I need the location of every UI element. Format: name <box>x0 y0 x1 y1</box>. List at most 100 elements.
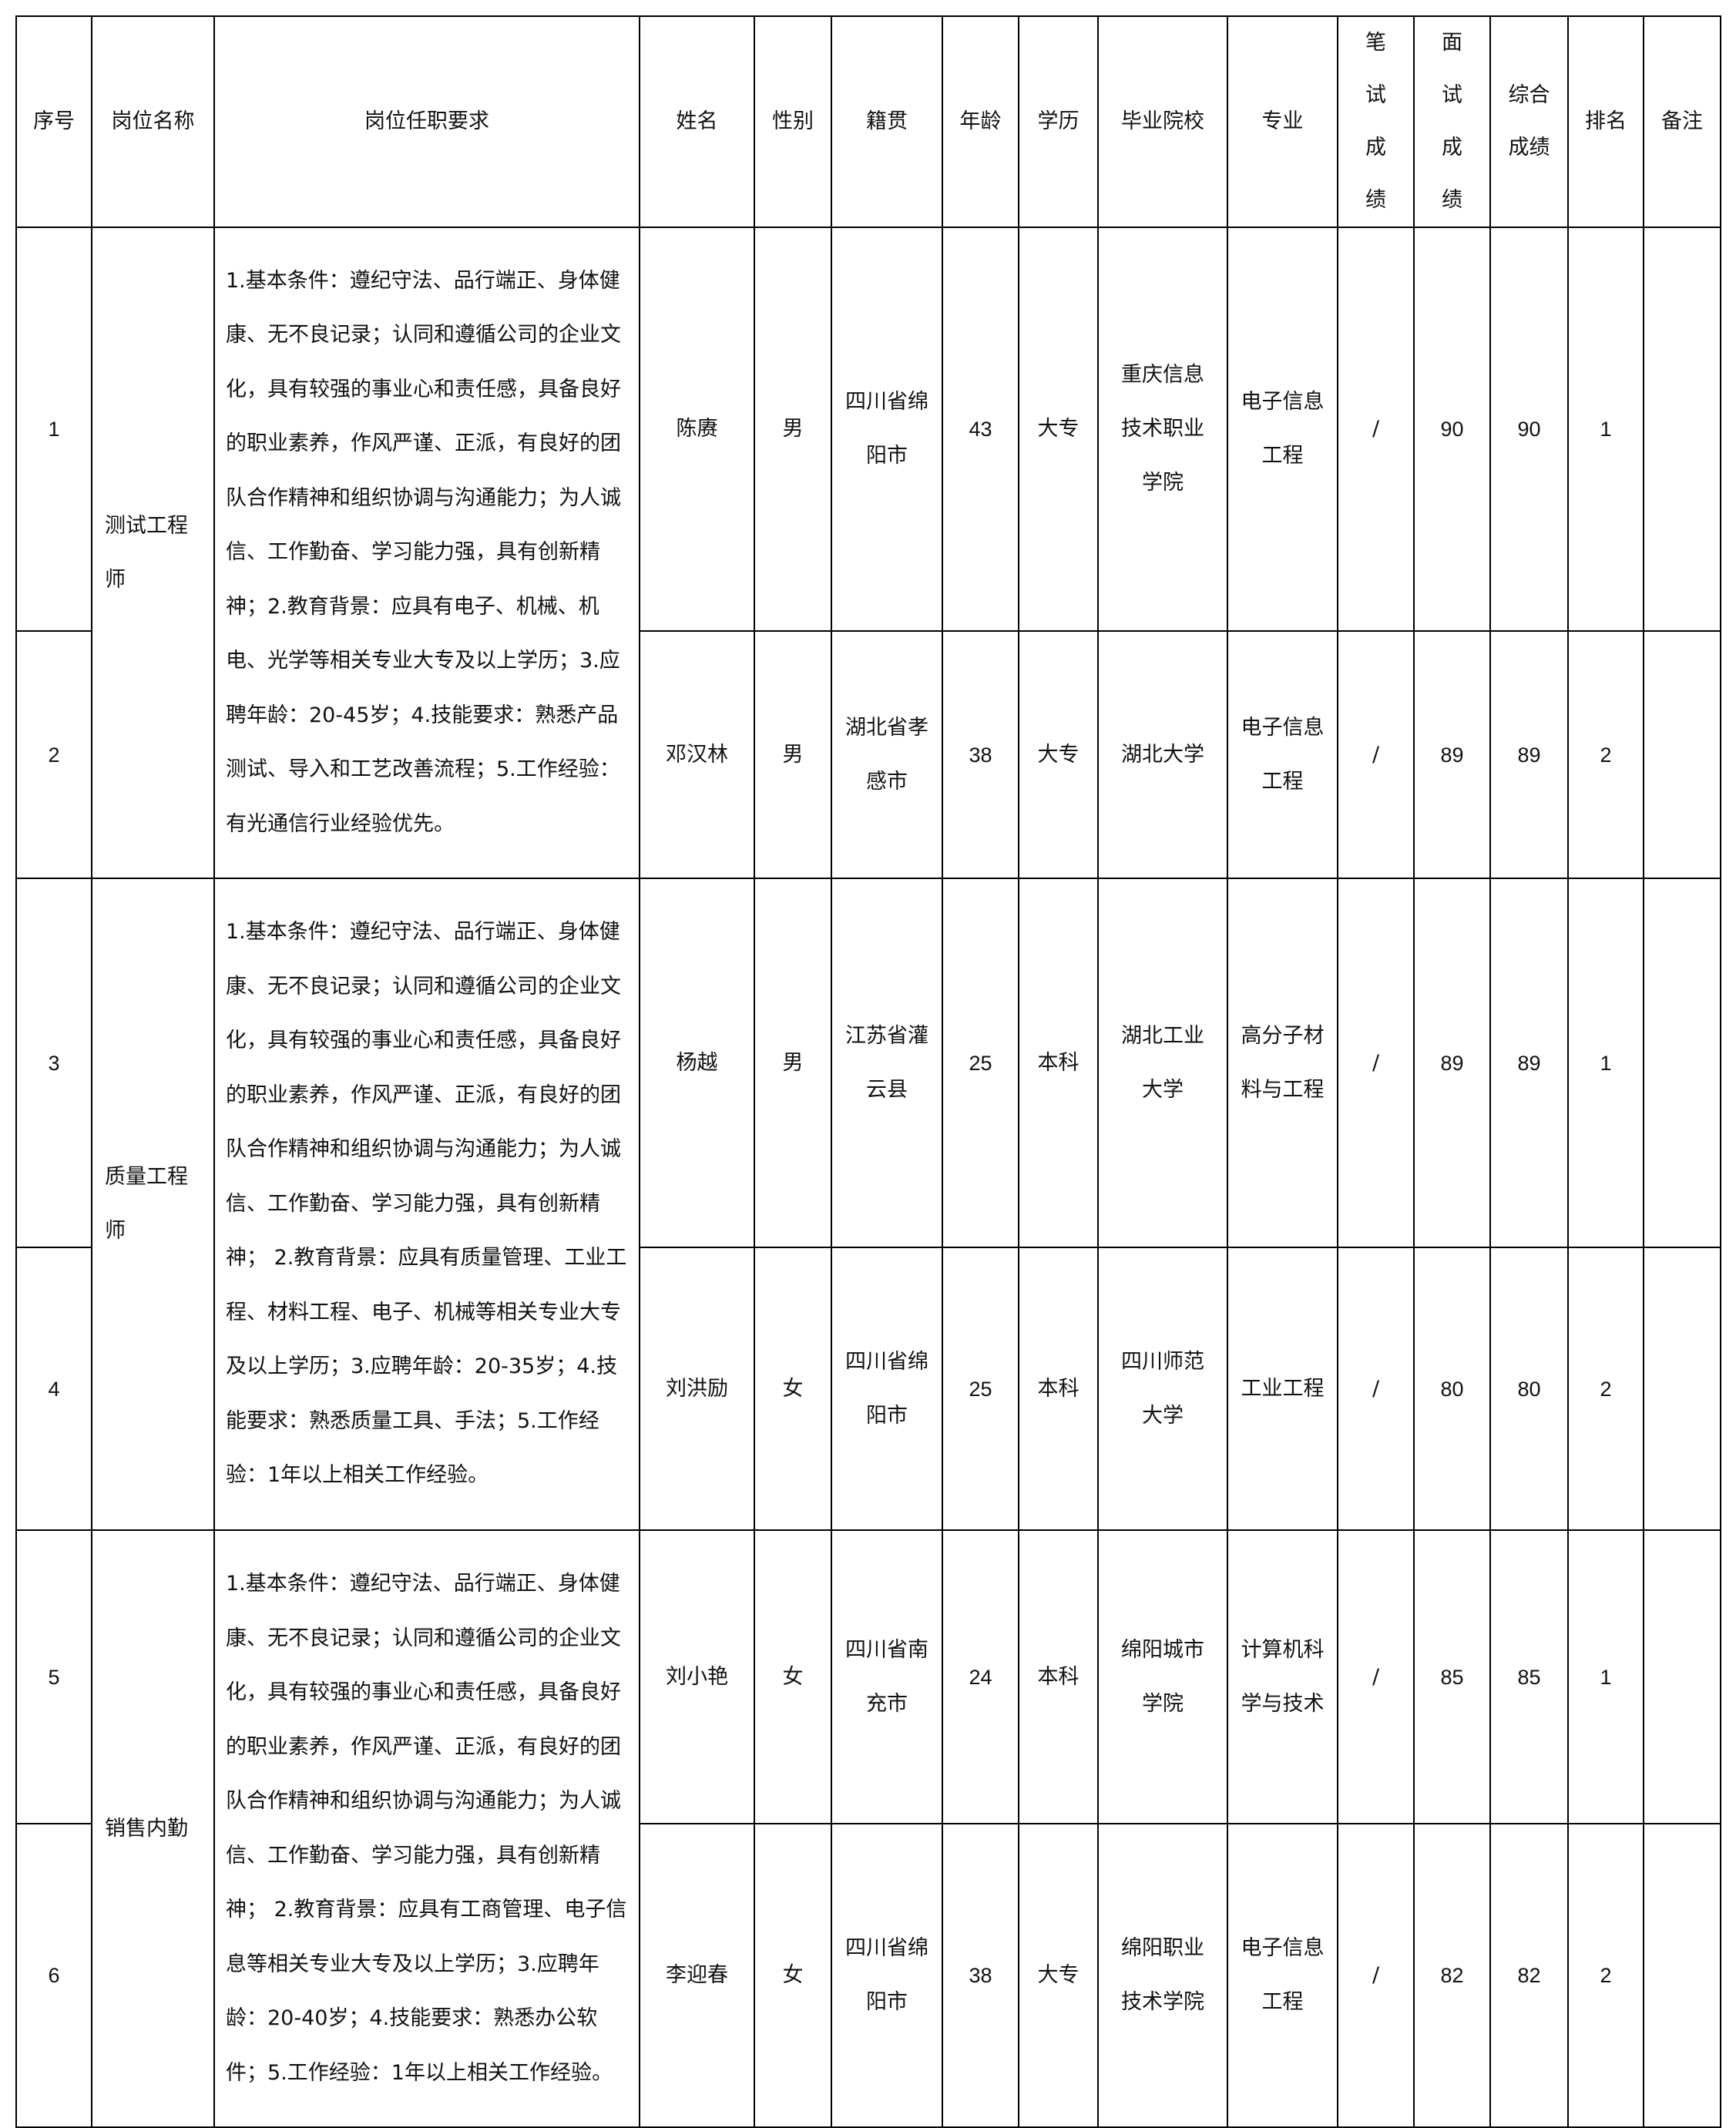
position-requirements: 1.基本条件：遵纪守法、品行端正、身体健康、无不良记录；认同和遵循公司的企业文化… <box>213 227 640 879</box>
cell-total: 82 <box>1489 1823 1569 2128</box>
table-row: 1 测试工程师 1.基本条件：遵纪守法、品行端正、身体健康、无不良记录；认同和遵循公… <box>15 227 1721 879</box>
cell-gender: 女 <box>754 1529 832 1824</box>
cell-age: 43 <box>942 227 1019 632</box>
cell-edu: 本科 <box>1018 1247 1099 1531</box>
cell-gender: 女 <box>754 1247 832 1531</box>
cell-name: 刘小艳 <box>639 1529 755 1824</box>
header-total-score: 综合成绩 <box>1489 15 1569 228</box>
cell-edu: 本科 <box>1018 878 1099 1248</box>
cell-written: / <box>1337 1823 1415 2128</box>
cell-origin: 湖北省孝感市 <box>831 630 943 879</box>
cell-note <box>1643 1529 1721 1824</box>
header-name: 姓名 <box>639 15 755 228</box>
cell-age: 38 <box>942 1823 1019 2128</box>
cell-total: 80 <box>1489 1247 1569 1531</box>
header-interview-score: 面试成绩 <box>1413 15 1491 228</box>
cell-note <box>1643 630 1721 879</box>
cell-age: 25 <box>942 1247 1019 1531</box>
cell-age: 38 <box>942 630 1019 879</box>
cell-written: / <box>1337 1247 1415 1531</box>
cell-school: 绵阳城市学院 <box>1097 1529 1228 1824</box>
cell-rank: 1 <box>1567 878 1644 1248</box>
cell-gender: 男 <box>754 630 832 879</box>
cell-name: 李迎春 <box>639 1823 755 2128</box>
cell-age: 24 <box>942 1529 1019 1824</box>
header-requirements: 岗位任职要求 <box>213 15 640 228</box>
header-education: 学历 <box>1018 15 1099 228</box>
cell-interview: 89 <box>1413 878 1491 1248</box>
position-requirements: 1.基本条件：遵纪守法、品行端正、身体健康、无不良记录；认同和遵循公司的企业文化… <box>213 878 640 1531</box>
cell-major: 电子信息工程 <box>1227 630 1338 879</box>
cell-major: 计算机科学与技术 <box>1227 1529 1338 1824</box>
header-gender: 性别 <box>754 15 832 228</box>
header-origin: 籍贯 <box>831 15 943 228</box>
cell-rank: 2 <box>1567 1247 1644 1531</box>
cell-note <box>1643 878 1721 1248</box>
header-rank: 排名 <box>1567 15 1644 228</box>
header-no: 序号 <box>15 15 92 228</box>
cell-rank: 1 <box>1567 227 1644 632</box>
cell-origin: 四川省绵阳市 <box>831 1247 943 1531</box>
cell-school: 湖北大学 <box>1097 630 1228 879</box>
cell-rank: 2 <box>1567 1823 1644 2128</box>
header-note: 备注 <box>1643 15 1721 228</box>
position-requirements: 1.基本条件：遵纪守法、品行端正、身体健康、无不良记录；认同和遵循公司的企业文化… <box>213 1529 640 2128</box>
cell-total: 85 <box>1489 1529 1569 1824</box>
cell-written: / <box>1337 878 1415 1248</box>
cell-gender: 女 <box>754 1823 832 2128</box>
table-row: 3 质量工程师 1.基本条件：遵纪守法、品行端正、身体健康、无不良记录；认同和遵循公… <box>15 878 1721 1531</box>
cell-gender: 男 <box>754 878 832 1248</box>
position-title: 测试工程师 <box>91 227 215 879</box>
cell-no: 4 <box>15 1247 92 1531</box>
cell-major: 高分子材料与工程 <box>1227 878 1338 1248</box>
position-title: 质量工程师 <box>91 878 215 1531</box>
table-row: 2 邓汉林男湖北省孝感市 38 大专 湖北大学 电子信息工程/89 89 2 <box>15 630 1721 879</box>
cell-interview: 85 <box>1413 1529 1491 1824</box>
cell-interview: 89 <box>1413 630 1491 879</box>
cell-note <box>1643 1247 1721 1531</box>
cell-total: 90 <box>1489 227 1569 632</box>
cell-major: 电子信息工程 <box>1227 227 1338 632</box>
cell-name: 邓汉林 <box>639 630 755 879</box>
header-major: 专业 <box>1227 15 1338 228</box>
cell-edu: 本科 <box>1018 1529 1099 1824</box>
cell-no: 5 <box>15 1529 92 1824</box>
cell-edu: 大专 <box>1018 630 1099 879</box>
cell-gender: 男 <box>754 227 832 632</box>
cell-edu: 大专 <box>1018 227 1099 632</box>
table-row: 4 刘洪励女四川省绵阳市 25 本科 四川师范大学 工业工程/80 80 2 <box>15 1247 1721 1531</box>
table-row: 5 销售内勤 1.基本条件：遵纪守法、品行端正、身体健康、无不良记录；认同和遵循公司… <box>15 1529 1721 2128</box>
cell-name: 陈赓 <box>639 227 755 632</box>
cell-origin: 四川省绵阳市 <box>831 227 943 632</box>
cell-origin: 江苏省灌云县 <box>831 878 943 1248</box>
cell-rank: 2 <box>1567 630 1644 879</box>
cell-rank: 1 <box>1567 1529 1644 1824</box>
cell-interview: 82 <box>1413 1823 1491 2128</box>
cell-interview: 80 <box>1413 1247 1491 1531</box>
header-school: 毕业院校 <box>1097 15 1228 228</box>
cell-name: 刘洪励 <box>639 1247 755 1531</box>
cell-edu: 大专 <box>1018 1823 1099 2128</box>
cell-school: 重庆信息技术职业学院 <box>1097 227 1228 632</box>
header-row: 序号 岗位名称 岗位任职要求 姓名 性别 籍贯 年龄 学历 毕业院校 专业 笔试成绩 面试成绩 综合成绩… <box>15 15 1721 228</box>
cell-interview: 90 <box>1413 227 1491 632</box>
cell-origin: 四川省绵阳市 <box>831 1823 943 2128</box>
cell-no: 3 <box>15 878 92 1248</box>
cell-written: / <box>1337 630 1415 879</box>
cell-name: 杨越 <box>639 878 755 1248</box>
header-age: 年龄 <box>942 15 1019 228</box>
cell-no: 2 <box>15 630 92 879</box>
cell-written: / <box>1337 1529 1415 1824</box>
cell-no: 6 <box>15 1823 92 2128</box>
cell-school: 湖北工业大学 <box>1097 878 1228 1248</box>
cell-age: 25 <box>942 878 1019 1248</box>
cell-written: / <box>1337 227 1415 632</box>
header-position: 岗位名称 <box>91 15 215 228</box>
cell-origin: 四川省南充市 <box>831 1529 943 1824</box>
cell-note <box>1643 1823 1721 2128</box>
cell-major: 电子信息工程 <box>1227 1823 1338 2128</box>
results-table: 序号 岗位名称 岗位任职要求 姓名 性别 籍贯 年龄 学历 毕业院校 专业 笔试成绩 面试成绩 综合成绩… <box>15 15 1721 2128</box>
cell-major: 工业工程 <box>1227 1247 1338 1531</box>
cell-no: 1 <box>15 227 92 632</box>
cell-note <box>1643 227 1721 632</box>
